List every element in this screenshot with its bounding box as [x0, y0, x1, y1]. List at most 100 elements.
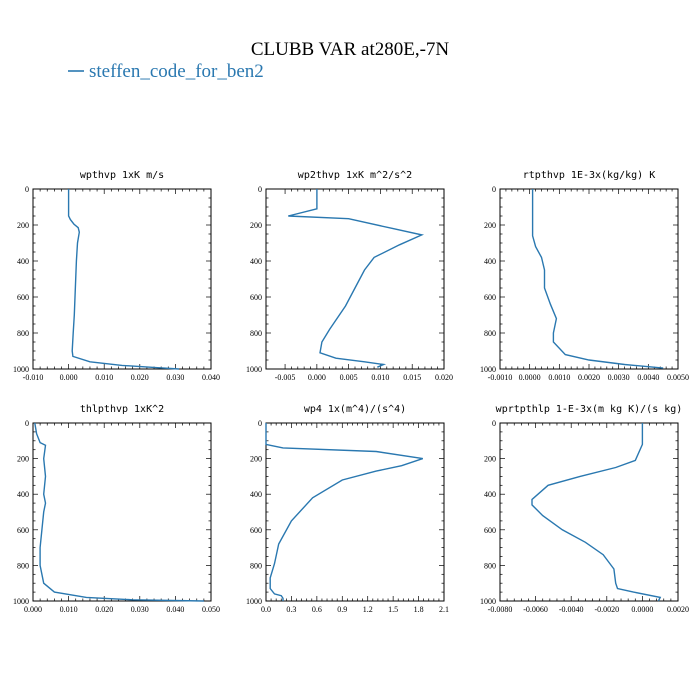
- x-tick-label: 0.050: [202, 605, 220, 614]
- plot-frame: [499, 422, 679, 602]
- y-tick-label: 600: [17, 526, 29, 535]
- y-tick-label: 0: [258, 419, 262, 428]
- series-line: [531, 423, 662, 602]
- x-tick-label: 0.0050: [667, 373, 689, 382]
- y-tick-label: 800: [17, 329, 29, 338]
- x-tick-label: 0.0040: [637, 373, 659, 382]
- x-tick-label: 0.3: [286, 605, 296, 614]
- series-line: [531, 189, 664, 369]
- y-tick-label: 200: [484, 221, 496, 230]
- y-tick-label: 1000: [246, 365, 262, 374]
- figure-title: CLUBB VAR at280E,-7N: [251, 39, 450, 60]
- x-tick-label: 0.005: [340, 373, 358, 382]
- series-line: [288, 189, 425, 368]
- x-tick-label: 1.5: [388, 605, 398, 614]
- panel-title: thlpthvp 1xK^2: [80, 404, 164, 415]
- y-tick-label: 0: [25, 419, 29, 428]
- y-tick-label: 800: [484, 561, 496, 570]
- panel-1: wpthvp 1xK m/s -0.010 0.000 0.010 0.020 0.030…: [13, 170, 220, 382]
- y-tick-label: 400: [484, 490, 496, 499]
- panel-4: thlpthvp 1xK^2 0.000 0.010 0.020 0.030 0.040 0…: [13, 404, 220, 614]
- x-tick-label: 0.030: [166, 373, 184, 382]
- plot-frame: [32, 188, 212, 370]
- plot-frame: [499, 188, 679, 370]
- x-tick-label: 0.030: [131, 605, 149, 614]
- plot-frame: [32, 422, 212, 602]
- x-tick-label: -0.0060: [523, 605, 548, 614]
- y-tick-label: 600: [250, 526, 262, 535]
- y-tick-label: 200: [17, 221, 29, 230]
- y-tick-label: 200: [17, 455, 29, 464]
- y-tick-label: 200: [250, 455, 262, 464]
- y-tick-label: 200: [250, 221, 262, 230]
- x-tick-label: 0.020: [95, 605, 113, 614]
- x-tick-label: 2.1: [439, 605, 449, 614]
- legend-label: steffen_code_for_ben2: [89, 61, 264, 82]
- x-tick-label: 0.000: [24, 605, 42, 614]
- x-tick-label: 0.010: [371, 373, 389, 382]
- panels: wpthvp 1xK m/s-0.010 0.000 0.010 0.020 0.030…: [13, 170, 689, 614]
- series-line: [265, 423, 424, 601]
- y-tick-label: 800: [17, 561, 29, 570]
- panel-title: wp4 1x(m^4)/(s^4): [304, 404, 406, 415]
- y-tick-label: 800: [484, 329, 496, 338]
- x-tick-label: -0.0010: [488, 373, 513, 382]
- y-tick-label: 1000: [246, 597, 262, 606]
- x-tick-label: 0.0: [261, 605, 271, 614]
- y-tick-label: 400: [17, 490, 29, 499]
- x-tick-label: -0.010: [23, 373, 44, 382]
- x-tick-label: -0.0020: [594, 605, 619, 614]
- plot-frame: [265, 422, 445, 602]
- x-tick-label: 0.010: [60, 605, 78, 614]
- panel-6: wprtpthlp 1-E-3x(m kg K)/(s kg) -0.0080 -0…: [480, 404, 689, 614]
- panel-title: wpthvp 1xK m/s: [80, 170, 164, 181]
- y-tick-label: 600: [484, 526, 496, 535]
- x-tick-label: 1.2: [363, 605, 373, 614]
- y-tick-label: 400: [484, 257, 496, 266]
- y-tick-label: 0: [258, 185, 262, 194]
- x-tick-label: 0.000: [308, 373, 326, 382]
- series-line: [34, 422, 204, 602]
- y-tick-label: 1000: [13, 365, 29, 374]
- panel-title: rtpthvp 1E-3x(kg/kg) K: [523, 170, 655, 181]
- x-tick-label: -0.005: [275, 373, 296, 382]
- x-tick-label: 0.9: [337, 605, 347, 614]
- x-tick-label: 0.040: [202, 373, 220, 382]
- y-tick-label: 800: [250, 329, 262, 338]
- y-tick-label: 0: [25, 185, 29, 194]
- y-tick-label: 600: [250, 293, 262, 302]
- x-tick-label: 0.0000: [519, 373, 541, 382]
- panel-2: wp2thvp 1xK m^2/s^2 -0.005 0.000 0.005 0.010…: [246, 170, 453, 382]
- x-tick-label: 0.015: [403, 373, 421, 382]
- panel-title: wprtpthlp 1-E-3x(m kg K)/(s kg): [496, 404, 683, 415]
- x-tick-label: 0.0020: [667, 605, 689, 614]
- x-tick-label: 0.0000: [631, 605, 653, 614]
- y-tick-label: 600: [17, 293, 29, 302]
- x-tick-label: 0.0030: [608, 373, 630, 382]
- series-line: [67, 189, 180, 370]
- panel-title: wp2thvp 1xK m^2/s^2: [298, 170, 412, 181]
- y-tick-label: 400: [250, 257, 262, 266]
- y-tick-label: 600: [484, 293, 496, 302]
- y-tick-label: 200: [484, 455, 496, 464]
- x-tick-label: 0.6: [312, 605, 322, 614]
- x-tick-label: 1.8: [414, 605, 424, 614]
- x-tick-label: 0.0010: [548, 373, 570, 382]
- y-tick-label: 0: [492, 419, 496, 428]
- x-tick-label: 0.000: [60, 373, 78, 382]
- x-tick-label: 0.020: [435, 373, 453, 382]
- x-tick-label: -0.0080: [488, 605, 513, 614]
- y-tick-label: 0: [492, 185, 496, 194]
- x-tick-label: -0.0040: [559, 605, 584, 614]
- x-tick-label: 0.0020: [578, 373, 600, 382]
- y-tick-label: 800: [250, 561, 262, 570]
- y-tick-label: 400: [250, 490, 262, 499]
- y-tick-label: 1000: [480, 597, 496, 606]
- x-tick-label: 0.020: [131, 373, 149, 382]
- x-tick-label: 0.040: [166, 605, 184, 614]
- panel-5: wp4 1x(m^4)/(s^4) 0.0 0.3 0.6 0.9 1.2 1.5 1.8 2.…: [246, 404, 449, 614]
- y-tick-label: 1000: [480, 365, 496, 374]
- y-tick-label: 1000: [13, 597, 29, 606]
- panel-3: rtpthvp 1E-3x(kg/kg) K -0.0010 0.0000 0.001…: [480, 170, 689, 382]
